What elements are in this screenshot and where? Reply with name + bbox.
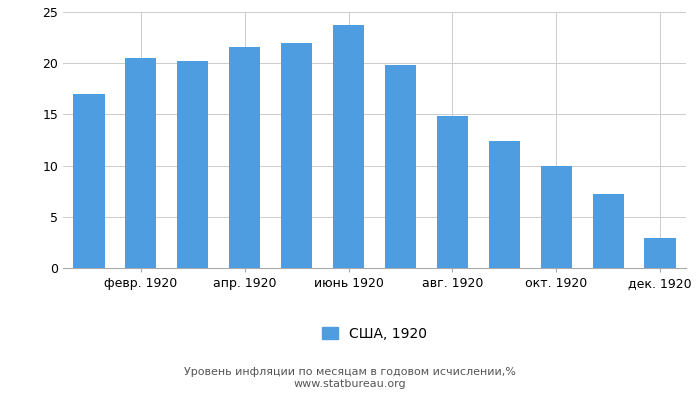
Bar: [125, 58, 156, 268]
Bar: [437, 116, 468, 268]
Bar: [177, 61, 209, 268]
Bar: [74, 94, 104, 268]
Bar: [540, 166, 572, 268]
Legend: США, 1920: США, 1920: [316, 321, 433, 346]
Text: Уровень инфляции по месяцам в годовом исчислении,%
www.statbureau.org: Уровень инфляции по месяцам в годовом ис…: [184, 367, 516, 389]
Bar: [281, 43, 312, 268]
Bar: [489, 141, 520, 268]
Bar: [333, 25, 364, 268]
Bar: [385, 65, 416, 268]
Bar: [229, 47, 260, 268]
Bar: [645, 238, 676, 268]
Bar: [592, 194, 624, 268]
